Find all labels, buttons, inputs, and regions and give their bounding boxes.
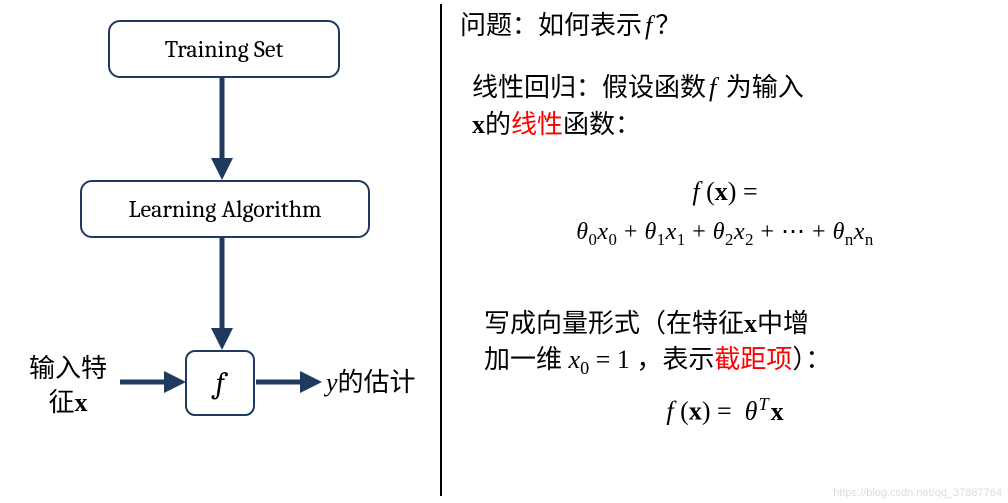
linreg-br-var: x bbox=[472, 110, 485, 139]
explanation-panel: 问题：如何表示f？ 线性回归：假设函数f 为输入 x的线性函数： f (x) =… bbox=[450, 0, 1000, 503]
vec-p1: 写成向量形式（在特征 bbox=[484, 309, 744, 338]
vec-br: 加一维 bbox=[484, 345, 562, 374]
formula-vector: f (x) = θTx bbox=[460, 394, 990, 427]
question-line: 问题：如何表示f？ bbox=[460, 8, 990, 44]
input-feature-label: 输入特 征x bbox=[18, 352, 118, 420]
linreg-description: 线性回归：假设函数f 为输入 x的线性函数： bbox=[460, 70, 990, 143]
vec-eq-lhs-sub: 0 bbox=[580, 359, 589, 379]
linreg-highlight: 线性 bbox=[511, 110, 563, 139]
linreg-p3: 的 bbox=[485, 110, 511, 139]
question-suffix: ？ bbox=[655, 11, 681, 40]
node-learning-algorithm: Learning Algorithm bbox=[80, 180, 370, 238]
question-prefix: 问题：如何表示 bbox=[460, 11, 642, 40]
watermark: https://blog.csdn.net/qq_37887764 bbox=[833, 487, 1002, 499]
node-training-set: Training Set bbox=[108, 20, 340, 78]
arrow-f-to-output bbox=[256, 368, 322, 396]
vec-p2: 中增 bbox=[757, 309, 809, 338]
arrow-training-to-learning bbox=[206, 78, 238, 180]
output-text: 的估计 bbox=[338, 368, 416, 397]
vec-v1: x bbox=[744, 309, 757, 338]
node-training-label: Training Set bbox=[165, 35, 284, 63]
vec-eq-lhs-var: x bbox=[569, 345, 581, 374]
vec-eq-rhs: = 1 bbox=[596, 345, 630, 374]
vec-p4: ）： bbox=[792, 345, 831, 374]
vector-description: 写成向量形式（在特征x中增 加一维 x0 = 1 ，表示截距项）： bbox=[460, 306, 990, 382]
linreg-p4: 函数： bbox=[563, 110, 641, 139]
input-line2: 征 bbox=[48, 388, 74, 417]
linreg-p1: 线性回归：假设函数 bbox=[472, 73, 706, 102]
question-var: f bbox=[642, 11, 655, 40]
flowchart-panel: Training Set Learning Algorithm f 输入特 征x… bbox=[0, 0, 440, 503]
vec-p3: ，表示 bbox=[630, 345, 715, 374]
node-f-label: f bbox=[216, 366, 225, 401]
linreg-v1: f bbox=[706, 73, 719, 102]
output-estimate-label: y的估计 bbox=[326, 366, 416, 400]
formula-fx: f (x) = bbox=[460, 177, 990, 207]
node-learning-label: Learning Algorithm bbox=[128, 195, 321, 223]
input-var-x: x bbox=[75, 388, 88, 417]
arrow-input-to-f bbox=[120, 368, 186, 396]
arrow-learning-to-f bbox=[206, 238, 238, 350]
node-f: f bbox=[185, 350, 255, 416]
linreg-p2: 为输入 bbox=[719, 73, 804, 102]
formula-expansion: θ0x0 + θ1x1 + θ2x2 + ⋯ + θnxn bbox=[460, 217, 990, 250]
vec-highlight: 截距项 bbox=[714, 345, 792, 374]
input-line1: 输入特 bbox=[29, 354, 107, 383]
output-var-y: y bbox=[326, 368, 338, 397]
vertical-divider bbox=[440, 4, 442, 496]
